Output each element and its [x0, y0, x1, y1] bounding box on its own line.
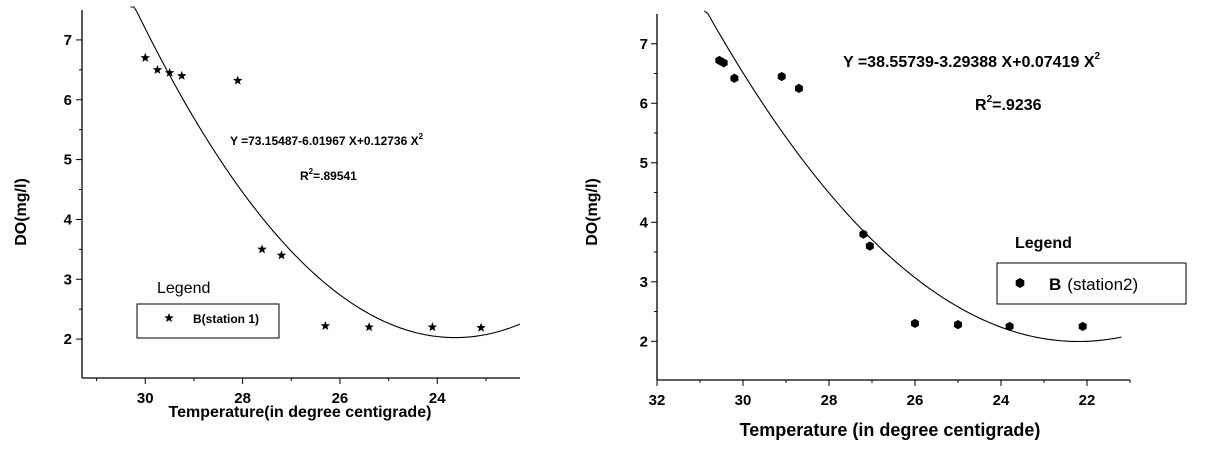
- data-point-star: [320, 320, 331, 330]
- y-tick-label: 7: [640, 36, 648, 53]
- data-point-star: [164, 67, 175, 77]
- left-data-points: [140, 52, 486, 332]
- data-point-star: [177, 70, 187, 80]
- x-tick-label: 26: [332, 390, 349, 407]
- chart-left: 2 3 4 5 6 7 30 28 26 24 Y =73.15487-6.01967 X+0.1…: [13, 6, 521, 421]
- y-tick-label: 3: [640, 274, 648, 291]
- y-tick-label: 4: [640, 214, 649, 231]
- data-point-star: [140, 52, 151, 62]
- right-ticks: 2 3 4 5 6 7 32 30 28 26 24 22: [640, 36, 1131, 409]
- data-point-hexagon: [777, 71, 786, 82]
- data-point-hexagon: [859, 229, 868, 239]
- right-r-squared: R2=.9236: [975, 94, 1042, 114]
- y-tick-label: 6: [640, 95, 648, 112]
- left-legend-title: Legend: [157, 280, 210, 297]
- data-point-hexagon: [911, 318, 919, 329]
- right-fit-curve-group: [703, 10, 1122, 343]
- y-tick-label: 4: [64, 211, 73, 228]
- legend-hexagon: [1015, 278, 1025, 288]
- x-tick-label: 32: [649, 392, 666, 409]
- data-point-hexagon: [1005, 321, 1014, 332]
- left-legend-box: [136, 303, 280, 339]
- data-point-star: [276, 250, 287, 260]
- x-tick-label: 28: [234, 390, 251, 407]
- left-r-squared: R2=.89541: [300, 167, 357, 183]
- left-ticks: 2 3 4 5 6 7 30 28 26 24: [64, 32, 487, 407]
- data-point-star: [364, 322, 374, 332]
- left-fit-curve: [130, 6, 521, 339]
- left-legend-marker-star: [164, 313, 174, 323]
- data-point-star: [476, 322, 486, 332]
- data-point-star: [232, 75, 243, 85]
- right-legend-title: Legend: [1015, 235, 1072, 252]
- right-legend-marker-hexagon: [1015, 278, 1025, 288]
- left-x-axis-label: Temperature(in degree centigrade): [169, 404, 432, 421]
- right-legend-label: B (station2): [1049, 275, 1138, 294]
- y-tick-label: 6: [64, 92, 72, 109]
- y-tick-label: 7: [64, 32, 72, 49]
- right-x-axis-label: Temperature (in degree centigrade): [740, 420, 1041, 440]
- right-y-axis-label: DO(mg/l): [584, 178, 601, 246]
- data-point-hexagon: [730, 73, 739, 83]
- right-legend-box: [996, 262, 1187, 305]
- right-axes: [656, 14, 1130, 381]
- legend-star: [164, 313, 174, 323]
- data-point-star: [152, 64, 163, 74]
- x-tick-label: 28: [821, 392, 838, 409]
- y-tick-label: 5: [64, 152, 72, 169]
- left-equation: Y =73.15487-6.01967 X+0.12736 X2: [230, 132, 424, 148]
- x-tick-label: 24: [429, 390, 446, 407]
- right-equation: Y =38.55739-3.29388 X+0.07419 X2: [843, 51, 1100, 71]
- x-tick-label: 26: [907, 392, 924, 409]
- x-tick-label: 24: [993, 392, 1010, 409]
- data-point-star: [257, 244, 267, 254]
- data-point-hexagon: [1078, 321, 1087, 332]
- left-legend-label: B(station 1): [193, 312, 259, 326]
- left-axes: [81, 10, 520, 379]
- x-tick-label: 22: [1079, 392, 1096, 409]
- data-point-star: [427, 322, 438, 332]
- y-tick-label: 2: [640, 333, 648, 350]
- x-tick-label: 30: [137, 390, 154, 407]
- data-point-hexagon: [794, 83, 803, 93]
- y-tick-label: 2: [64, 331, 72, 348]
- data-point-hexagon: [954, 320, 962, 330]
- left-fit-curve-group: [130, 6, 521, 339]
- right-data-points: [715, 55, 1087, 332]
- data-point-hexagon: [865, 241, 874, 251]
- chart-right: 2 3 4 5 6 7 32 30 28 26 24 22 Y =38.55739-3.29388 X…: [584, 10, 1187, 440]
- y-tick-label: 5: [640, 155, 648, 172]
- x-tick-label: 30: [735, 392, 752, 409]
- left-y-axis-label: DO(mg/l): [13, 178, 30, 246]
- right-fit-curve: [703, 10, 1122, 343]
- data-point-hexagon: [719, 58, 728, 68]
- y-tick-label: 3: [64, 271, 72, 288]
